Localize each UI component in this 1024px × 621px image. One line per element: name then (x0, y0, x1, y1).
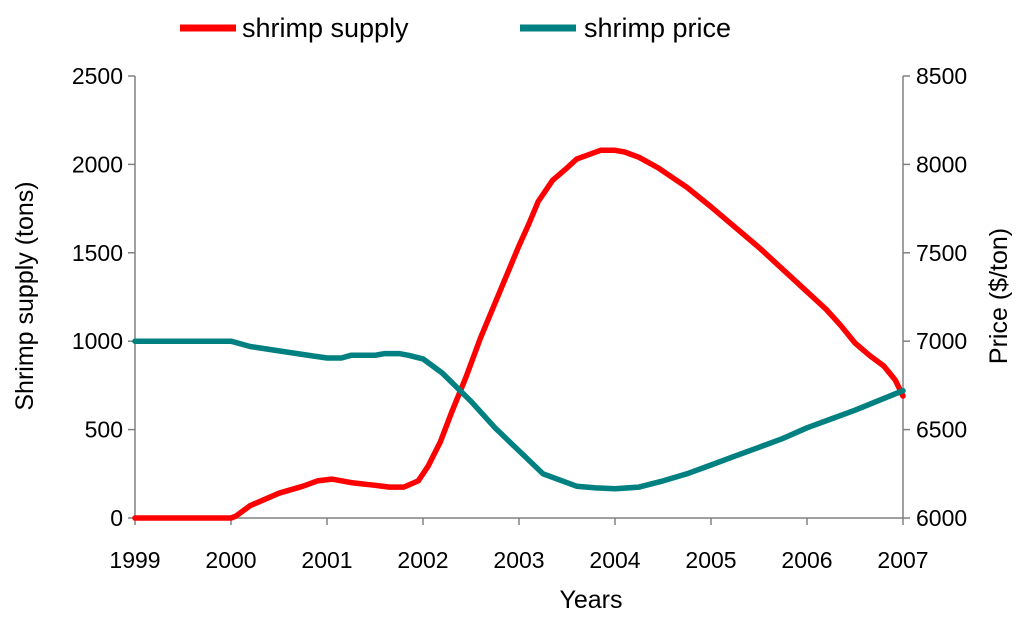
x-tick-label: 2002 (397, 547, 448, 573)
y-left-tick-label: 2500 (72, 63, 123, 89)
series-line-shrimp-price (132, 338, 906, 492)
legend-label-shrimp-supply: shrimp supply (242, 13, 409, 43)
series-lines (132, 147, 906, 521)
y-left-tick-label: 1000 (72, 328, 123, 354)
x-tick-label: 2003 (493, 547, 544, 573)
y-right-tick-label: 7500 (916, 240, 967, 266)
y-right-tick-label: 8000 (916, 151, 967, 177)
x-tick-label: 2001 (301, 547, 352, 573)
y-axis-right-title: Price ($/ton) (985, 228, 1013, 364)
y-right-tick-label: 6000 (916, 505, 967, 531)
y-axis-left-title: Shrimp supply (tons) (11, 181, 39, 410)
y-left-tick-label: 500 (85, 417, 123, 443)
legend-label-shrimp-price: shrimp price (584, 13, 731, 43)
x-tick-label: 2000 (205, 547, 256, 573)
tick-labels: 0 500 1000 1500 2000 2500 6000 6500 7000 7500 8000… (72, 63, 967, 573)
y-right-tick-label: 7000 (916, 328, 967, 354)
y-right-tick-label: 6500 (916, 417, 967, 443)
series-line-shrimp-supply (132, 147, 906, 521)
x-tick-label: 1999 (109, 547, 160, 573)
y-left-tick-label: 1500 (72, 240, 123, 266)
axes (128, 75, 910, 525)
x-tick-label: 2004 (589, 547, 640, 573)
x-tick-label: 2006 (781, 547, 832, 573)
x-axis-title: Years (559, 586, 622, 614)
x-tick-label: 2005 (685, 547, 736, 573)
legend: shrimp supply shrimp price (180, 13, 731, 43)
y-left-tick-label: 0 (110, 505, 123, 531)
x-tick-label: 2007 (877, 547, 928, 573)
y-left-tick-label: 2000 (72, 151, 123, 177)
y-right-tick-label: 8500 (916, 63, 967, 89)
